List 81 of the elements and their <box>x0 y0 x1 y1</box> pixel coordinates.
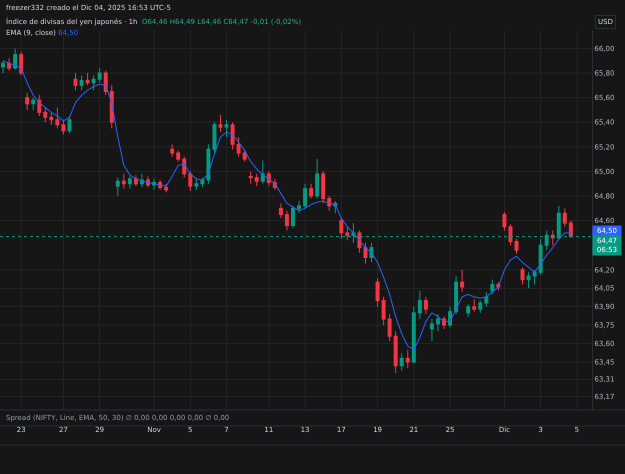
candlestick <box>382 296 386 326</box>
candlestick <box>254 173 259 187</box>
candlestick <box>514 238 518 254</box>
candlestick <box>61 119 66 136</box>
candlestick <box>128 176 132 190</box>
candlestick <box>418 290 422 320</box>
candlestick <box>176 150 180 162</box>
candlestick <box>74 72 78 91</box>
candlestick <box>520 266 525 286</box>
candlestick <box>188 170 192 192</box>
candlestick <box>388 314 392 342</box>
candlestick <box>104 70 108 96</box>
candlestick <box>7 58 12 72</box>
candlestick <box>86 72 90 86</box>
candlestick <box>218 114 222 133</box>
candlestick <box>502 212 506 231</box>
candlestick <box>134 174 138 187</box>
candlestick <box>406 349 410 369</box>
candlestick <box>327 196 332 212</box>
candlestick <box>291 205 295 228</box>
candlestick <box>164 183 168 193</box>
candlestick <box>284 210 289 231</box>
candlestick <box>363 242 368 264</box>
candlestick <box>260 160 265 184</box>
candlestick <box>13 48 18 70</box>
candlestick <box>303 183 308 209</box>
candlestick <box>236 136 241 158</box>
candlestick <box>248 170 253 184</box>
candlestick <box>412 306 416 364</box>
candlestick <box>170 144 174 158</box>
candlestick <box>116 177 120 197</box>
candlestick <box>532 269 537 286</box>
candlestick <box>400 352 404 372</box>
candlestick <box>55 106 60 129</box>
candlestick <box>31 97 36 110</box>
candlestick <box>490 279 494 295</box>
candlestick <box>122 173 126 190</box>
candlestick <box>472 298 476 312</box>
candlestick <box>19 52 24 76</box>
candlestick <box>508 224 512 246</box>
candlestick <box>345 226 350 241</box>
candlestick <box>466 304 470 318</box>
line-series <box>2 60 572 350</box>
candlestick <box>339 218 344 240</box>
candlestick <box>278 202 283 219</box>
candlestick <box>478 300 482 314</box>
candlestick <box>484 291 488 308</box>
candlestick <box>376 278 380 308</box>
candlestick <box>297 200 301 214</box>
candlestick <box>242 148 247 162</box>
candlestick <box>43 106 48 123</box>
candlestick <box>550 230 555 246</box>
candlestick <box>448 306 452 328</box>
candlestick <box>460 269 464 292</box>
candlestick <box>206 144 210 184</box>
candlestick <box>266 170 271 187</box>
candlestick <box>98 68 102 84</box>
candlestick <box>315 158 320 199</box>
candlestick <box>568 220 573 238</box>
candlestick <box>321 170 326 204</box>
candlestick <box>49 112 54 126</box>
candlestick <box>309 183 314 199</box>
candlestick <box>80 75 84 91</box>
candlestick <box>436 314 440 332</box>
candlestick <box>562 208 567 228</box>
candlestick <box>424 296 428 315</box>
candlestick <box>538 238 543 276</box>
candlestick <box>394 330 398 374</box>
candlestick <box>454 275 458 315</box>
candlestick <box>430 318 434 342</box>
candlestick <box>200 177 204 188</box>
candlestick <box>67 116 72 134</box>
candlestick <box>37 94 42 117</box>
candlestick <box>526 272 531 289</box>
candlestick <box>25 92 30 110</box>
candlestick <box>194 178 198 190</box>
candlestick <box>230 122 235 150</box>
candlestick <box>1 60 5 74</box>
candlestick <box>212 122 216 154</box>
candlestick <box>92 75 96 91</box>
candlestick <box>224 119 229 138</box>
